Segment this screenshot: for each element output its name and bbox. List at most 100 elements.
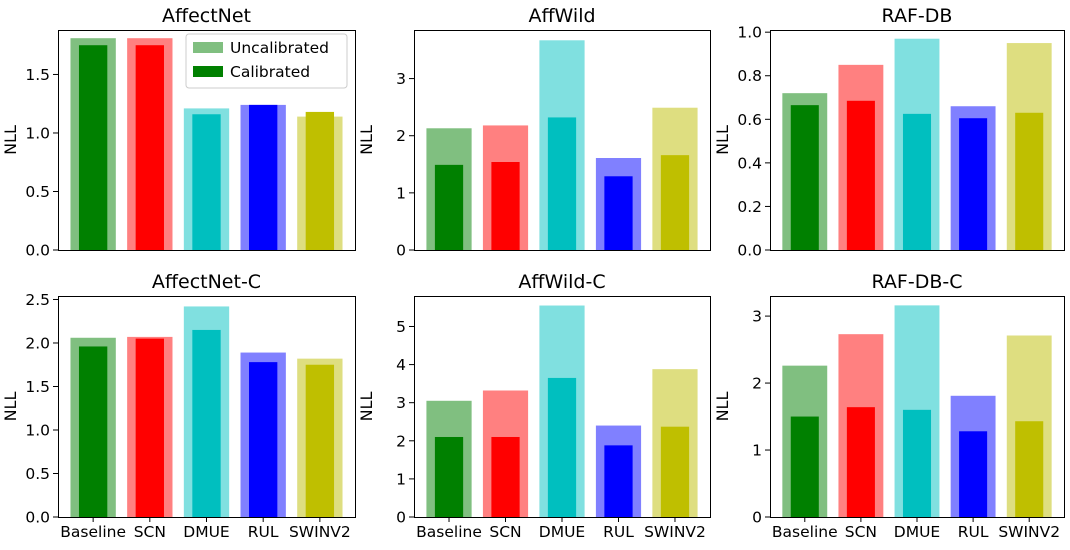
x-tick-label: SWINV2 xyxy=(644,523,706,541)
y-tick-label: 0.8 xyxy=(737,67,762,85)
bar-calibrated-swinv2 xyxy=(305,364,335,517)
y-tick-label: 2.5 xyxy=(25,291,50,309)
y-axis-label: NLL xyxy=(713,392,732,422)
x-tick-label: SWINV2 xyxy=(998,523,1060,541)
bar-calibrated-dmue xyxy=(192,329,221,517)
chart-panel-4: 0.0 0.5 1.0 1.5 2.0 2.5 Baseline SCN DMUE RUL SWIN… xyxy=(1,271,356,541)
y-axis-label: NLL xyxy=(1,392,20,422)
chart-title: AffectNet xyxy=(162,5,251,27)
axes-frame xyxy=(58,30,356,251)
y-tick-label: 4 xyxy=(396,356,406,374)
x-tick-label: SCN xyxy=(489,523,521,541)
bar-calibrated-swinv2 xyxy=(660,426,690,517)
y-tick-label: 0.5 xyxy=(25,465,50,483)
bar-calibrated-scn xyxy=(846,407,875,517)
bar-calibrated-rul xyxy=(249,362,278,517)
y-tick-label: 2.0 xyxy=(25,334,50,352)
y-tick-label: 1 xyxy=(752,442,762,460)
legend-box xyxy=(185,33,348,89)
y-tick-label: 1.5 xyxy=(25,66,50,84)
y-tick-label: 0 xyxy=(752,509,762,527)
axes-frame xyxy=(414,30,711,251)
bar-calibrated-baseline xyxy=(790,105,819,250)
x-tick-label: SCN xyxy=(845,523,877,541)
y-tick-label: 2 xyxy=(396,127,406,145)
y-tick-label: 2 xyxy=(752,375,762,393)
chart-title: AffWild-C xyxy=(518,271,605,293)
y-tick-label: 1.5 xyxy=(25,378,50,396)
y-tick-label: 3 xyxy=(396,70,406,88)
x-tick-label: RUL xyxy=(958,523,989,541)
bar-calibrated-baseline xyxy=(790,416,819,517)
y-tick-label: 0.0 xyxy=(25,509,50,527)
x-tick-label: RUL xyxy=(603,523,634,541)
legend-label-uncalibrated: Uncalibrated xyxy=(230,39,329,57)
y-tick-label: 0.0 xyxy=(25,242,50,260)
y-tick-label: 0 xyxy=(396,242,406,260)
chart-panel-1: 0.0 0.5 1.0 1.5 AffectNet NLL Uncalibrated Cali… xyxy=(1,5,356,260)
y-axis-label: NLL xyxy=(357,392,376,422)
x-tick-label: SWINV2 xyxy=(289,523,351,541)
y-tick-label: 0 xyxy=(396,509,406,527)
bar-calibrated-rul xyxy=(249,104,278,250)
y-tick-label: 1 xyxy=(396,470,406,488)
bar-calibrated-swinv2 xyxy=(305,111,335,251)
bar-calibrated-rul xyxy=(604,176,633,250)
y-tick-label: 1 xyxy=(396,184,406,202)
bar-calibrated-rul xyxy=(604,445,633,517)
chart-panel-3: 0.0 0.2 0.4 0.6 0.8 1.0 RAF-DB NLL xyxy=(713,5,1065,260)
bar-calibrated-baseline xyxy=(78,45,108,250)
x-tick-label: DMUE xyxy=(894,523,940,541)
legend-swatch-calibrated xyxy=(193,66,223,77)
x-tick-label: SCN xyxy=(134,523,166,541)
bar-calibrated-swinv2 xyxy=(660,155,690,250)
y-axis-label: NLL xyxy=(357,125,376,155)
y-tick-label: 0.6 xyxy=(737,111,762,129)
y-tick-label: 1.0 xyxy=(25,421,50,439)
y-tick-label: 1.0 xyxy=(737,24,762,42)
x-tick-label: Baseline xyxy=(416,523,482,541)
bar-calibrated-baseline xyxy=(434,436,464,517)
chart-title: RAF-DB-C xyxy=(871,271,962,293)
bar-calibrated-dmue xyxy=(192,114,221,251)
y-tick-label: 1.0 xyxy=(25,124,50,142)
bar-calibrated-baseline xyxy=(434,164,464,250)
x-tick-label: Baseline xyxy=(772,523,838,541)
y-axis-label: NLL xyxy=(713,125,732,155)
y-tick-label: 3 xyxy=(752,308,762,326)
bar-calibrated-scn xyxy=(491,436,520,517)
chart-panel-2: 0 1 2 3 AffWild NLL xyxy=(357,5,711,260)
chart-panel-6: 0 1 2 3 Baseline SCN DMUE RUL SWINV2 RAF-DB-C NLL xyxy=(713,271,1065,541)
legend-label-calibrated: Calibrated xyxy=(230,63,310,81)
bar-calibrated-scn xyxy=(135,338,164,517)
x-tick-label: RUL xyxy=(248,523,279,541)
bar-calibrated-scn xyxy=(846,100,875,250)
bar-calibrated-rul xyxy=(959,431,988,517)
bar-calibrated-scn xyxy=(491,162,520,250)
bar-calibrated-baseline xyxy=(78,346,108,517)
y-tick-label: 3 xyxy=(396,394,406,412)
bar-calibrated-dmue xyxy=(547,117,577,250)
axes-frame xyxy=(770,30,1065,251)
bar-calibrated-rul xyxy=(959,118,988,250)
bar-calibrated-swinv2 xyxy=(1015,112,1044,250)
y-tick-label: 0.5 xyxy=(25,183,50,201)
legend-swatch-uncalibrated xyxy=(193,42,223,53)
bar-calibrated-dmue xyxy=(902,409,932,517)
x-tick-label: DMUE xyxy=(183,523,229,541)
bar-calibrated-scn xyxy=(135,45,164,250)
bar-calibrated-dmue xyxy=(902,113,932,250)
x-tick-label: Baseline xyxy=(60,523,126,541)
y-tick-label: 0.0 xyxy=(737,242,762,260)
chart-title: AffWild xyxy=(528,5,595,27)
chart-title: RAF-DB xyxy=(882,5,953,27)
y-tick-label: 2 xyxy=(396,432,406,450)
y-tick-label: 0.2 xyxy=(737,198,762,216)
y-tick-label: 0.4 xyxy=(737,154,762,172)
chart-title: AffectNet-C xyxy=(152,271,261,293)
x-tick-label: DMUE xyxy=(539,523,585,541)
bar-calibrated-swinv2 xyxy=(1015,421,1044,517)
chart-panel-5: 0 1 2 3 4 5 Baseline SCN DMUE RUL SWINV2 AffWild-C N… xyxy=(357,271,711,541)
